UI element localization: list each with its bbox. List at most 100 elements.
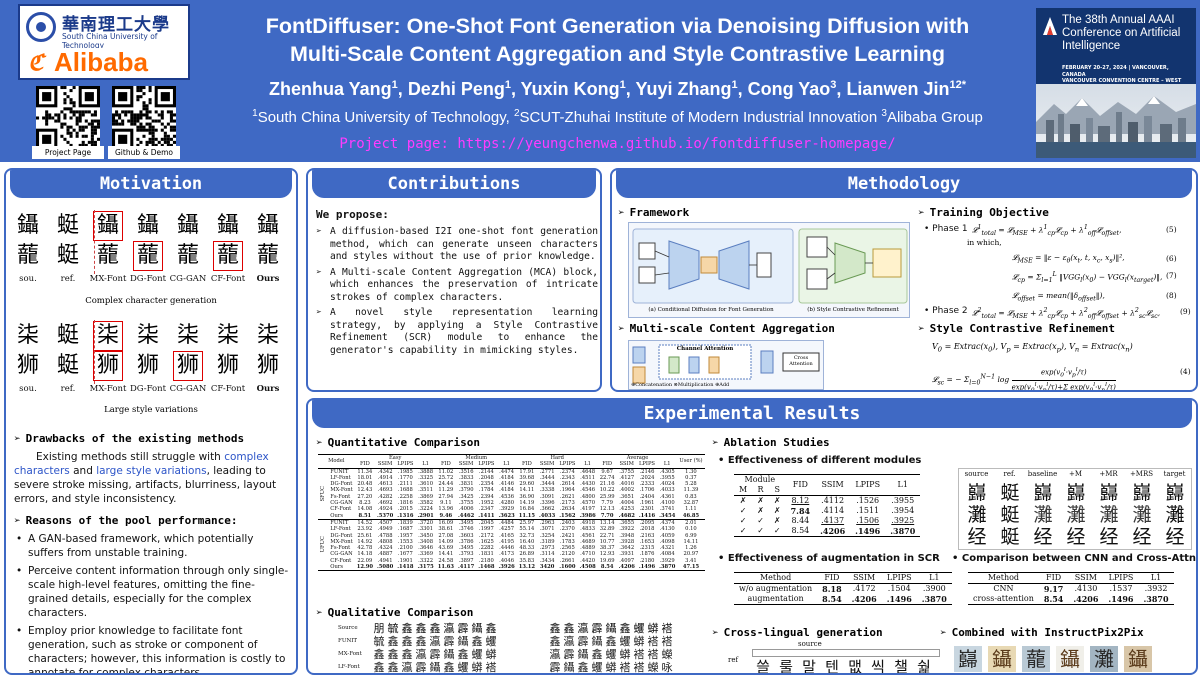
table-cell: .1506 [856, 516, 880, 525]
korean-glyph: 텐 [825, 658, 839, 675]
glyph-column-label: MX-Font [89, 384, 127, 394]
table-cell: .4536 [499, 493, 515, 500]
table-cell: 11.34 [354, 467, 375, 475]
table-cell: ✓ [739, 506, 747, 515]
reason-text: Employ prior knowledge to facilitate fon… [28, 625, 286, 675]
table-cell: .2100 [397, 545, 413, 552]
table-cell: .3369 [418, 551, 434, 558]
table-cell: .4280 [499, 500, 515, 507]
project-page-qr-icon[interactable] [36, 86, 100, 150]
table-row: Fs-Font 42.78 .4324 .2100 .3646 43.69 .3495 .22… [318, 545, 705, 551]
table-cell: CF-Font [330, 557, 352, 564]
qual-glyph: 鑫 [415, 622, 427, 635]
framework-heading: ➢ Framework [618, 206, 690, 219]
table-cell: .3929 [659, 557, 675, 564]
module-sub-header: R [752, 485, 769, 496]
metric-header: L1 [885, 474, 921, 496]
table-header-cell: FID [817, 572, 847, 584]
table-cell: 14.11 [683, 538, 699, 545]
table-cell: .1562 [557, 512, 578, 520]
table-cell: .4165 [499, 532, 515, 539]
metric-header: LPIPS [636, 461, 658, 469]
qual-glyph: 褡 [633, 661, 645, 674]
table-row: Ours 12.90.5080.1418.3175 11.63.4117.1468.… [318, 564, 705, 572]
qual-glyph: 鑷 [605, 622, 617, 635]
table-cell: 12.90 [354, 564, 375, 572]
table-cell: .4682 [616, 512, 637, 520]
qual-glyph: 鑷 [591, 635, 603, 648]
table-cell: .3746 [458, 526, 474, 533]
eq7-number: (7) [1166, 271, 1177, 280]
table-cell: .1553 [397, 538, 413, 545]
github-demo-qr-icon[interactable] [112, 86, 176, 150]
table-cell: .1706 [639, 487, 655, 494]
table-cell: .4361 [659, 493, 675, 500]
glyph-column-label: DG-Font [129, 384, 167, 394]
table-row: UFUC FUNIT 14.52.4507.1839.3720 16.09.3495.… [318, 518, 705, 571]
project-page-link[interactable]: Project page: https://yeungchenwa.github… [339, 136, 896, 152]
table-cell: .3114 [539, 551, 555, 558]
table-cell: .3651 [619, 493, 635, 500]
table-cell: .1316 [395, 512, 416, 520]
table-cell: .4324 [377, 545, 393, 552]
table-cell: .4648 [577, 467, 598, 475]
table-row: ✓ ✓ ✗ 8.44 .4137 .1506 .3925 [734, 516, 920, 526]
title-line-2: Multi-Scale Content Aggregation and Styl… [289, 42, 946, 66]
contribution-item: ➢ A diffusion-based I2I one-shot font gen… [316, 226, 598, 264]
table-cell: .4484 [496, 518, 517, 527]
table-cell: 3.41 [685, 557, 697, 564]
qual-glyph: 褡 [619, 661, 631, 674]
glyph-cell: 蘢 [133, 241, 163, 271]
table-cell: 1.26 [685, 545, 697, 552]
results-heading: Experimental Results [312, 400, 1192, 428]
qual-glyph: 鑫 [387, 648, 399, 661]
table-cell: .2315 [639, 545, 655, 552]
qr-label-project: Project Page [32, 146, 104, 159]
table-row: MX-Font 12.43 .4693 .1688 .3511 11.29 .3790 .17… [318, 487, 705, 493]
group-header: Average [597, 454, 678, 462]
aaai-logo-icon [1043, 17, 1057, 35]
glyph-cell: 蘢 [96, 243, 119, 268]
table-cell: .2146 [636, 467, 658, 475]
table-cell: .2018 [639, 526, 655, 533]
table-cell: .4033 [659, 487, 675, 494]
table-cell: .4114 [821, 506, 845, 515]
table-cell: 14.09 [438, 538, 454, 545]
table-cell: .4561 [580, 532, 596, 539]
table-cell: .1537 [1109, 584, 1133, 593]
table-cell: 9.17 [1043, 584, 1064, 594]
ablation-char-grid: source ref. baseline +M +MR +MRS target 巋蜓巋巋巋巋巋… [958, 468, 1192, 550]
phase1-loss-equation: 𝓛1total = 𝓛MSE + λ1cp𝓛cp + λ1off𝓛offset, [972, 224, 1122, 237]
table-cell: CG-GAN [330, 551, 353, 558]
author-list: Zhenhua Yang1, Dezhi Peng1, Yuxin Kong1,… [268, 79, 966, 99]
qual-row-label: Source [338, 625, 358, 631]
qual-glyph: 鑷 [457, 635, 469, 648]
table-cell: .1839 [395, 518, 416, 527]
qual-glyph: 蠼 [457, 661, 469, 674]
table-cell: .4833 [580, 526, 596, 533]
table-cell: .1511 [856, 506, 880, 515]
contributions-list: ➢ A diffusion-based I2I one-shot font gen… [316, 226, 598, 360]
table-cell: 32.73 [519, 532, 535, 539]
table-cell: .4788 [377, 532, 393, 539]
drawbacks-text: Existing methods still struggle with com… [14, 450, 292, 506]
mca-heading: ➢ Multi-scale Content Aggregation [618, 322, 835, 335]
glyph-column-label: ref. [60, 274, 76, 284]
table-cell: 0.10 [685, 526, 697, 533]
motivation-panel: Motivation 鑷蜓鑷鑷鑷鑷鑷蘢蜓蘢蘢蘢蘢蘢 sou. ref. MX-Font… [4, 168, 298, 675]
table-cell: .4693 [377, 487, 393, 494]
drawbacks-fragment: and [69, 465, 97, 477]
table-cell: .3655 [616, 518, 637, 527]
table-cell: ✓ [752, 526, 769, 537]
qual-glyph: 鑫 [415, 635, 427, 648]
table-header-cell: LPIPS [881, 572, 917, 584]
table-cell: .1677 [397, 551, 413, 558]
eq9-number: (9) [1180, 307, 1191, 316]
affil-sup: 1 [252, 108, 258, 119]
table-cell: .3954 [891, 506, 915, 515]
eq8-number: (8) [1166, 291, 1177, 300]
qual-glyph: 鑷 [429, 661, 441, 674]
table-cell: 27.20 [357, 493, 373, 500]
glyph-column-label: MX-Font [89, 274, 127, 284]
